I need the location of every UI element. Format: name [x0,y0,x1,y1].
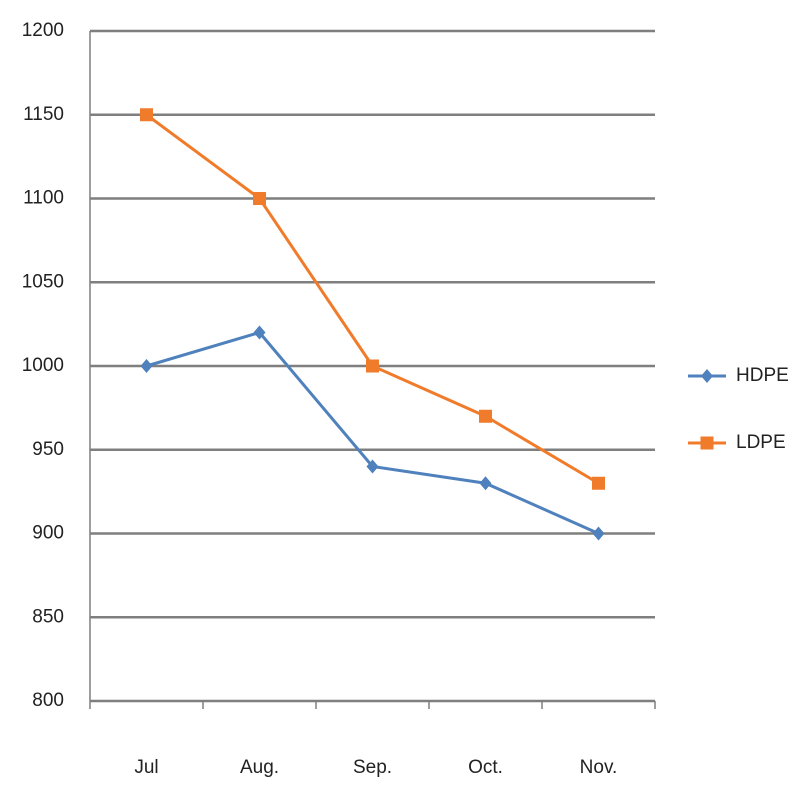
y-tick-label: 1100 [23,188,64,209]
point [479,476,492,491]
legend-marker [700,436,714,450]
point [366,359,379,373]
x-tick-label: Jul [134,757,158,778]
series-line [145,113,600,485]
y-tick-label: 1000 [22,355,64,376]
point [140,108,153,122]
point [592,476,605,490]
x-tick-label: Aug. [240,757,279,778]
point [253,325,266,340]
y-tick-label: 1150 [23,104,64,125]
x-tick-label: Sep. [353,757,392,778]
legend-marker [701,369,713,383]
legend-label: HDPE [736,365,789,386]
point [479,409,492,423]
x-tick-label: Nov. [580,757,618,778]
legend-label: LDPE [736,432,786,453]
point [253,192,266,205]
point [366,459,379,474]
y-tick-label: 900 [32,523,64,544]
y-tick-label: 850 [32,606,64,627]
x-tick-label: Oct. [468,757,503,778]
y-tick-label: 1200 [22,20,64,41]
y-tick-label: 800 [32,690,64,711]
y-tick-label: 950 [32,439,64,460]
y-tick-label: 1050 [22,271,64,292]
point [140,359,153,373]
point [592,526,605,541]
